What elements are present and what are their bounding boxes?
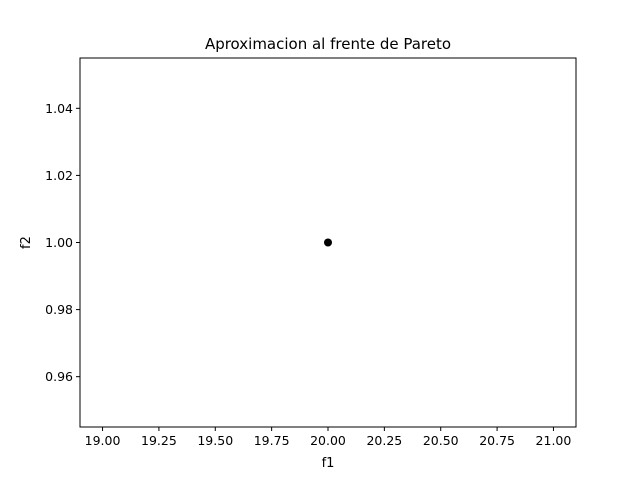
y-tick-label: 0.98	[45, 302, 73, 317]
x-tick-label: 20.50	[423, 433, 459, 448]
x-tick-label: 20.75	[479, 433, 515, 448]
y-axis-label: f2	[19, 236, 34, 249]
x-tick-label: 20.25	[366, 433, 402, 448]
y-tick-label: 0.96	[45, 369, 73, 384]
x-axis-label: f1	[322, 456, 335, 471]
x-tick-label: 20.00	[310, 433, 346, 448]
x-tick-label: 19.25	[141, 433, 177, 448]
chart-title: Aproximacion al frente de Pareto	[205, 35, 451, 53]
x-tick-label: 21.00	[536, 433, 572, 448]
y-tick-label: 1.04	[45, 101, 73, 116]
x-tick-label: 19.50	[197, 433, 233, 448]
x-tick-label: 19.00	[85, 433, 121, 448]
data-point	[324, 238, 332, 247]
y-tick-label: 1.02	[45, 168, 73, 183]
x-tick-label: 19.75	[254, 433, 290, 448]
y-tick-label: 1.00	[45, 235, 73, 250]
plot-area	[324, 238, 332, 247]
